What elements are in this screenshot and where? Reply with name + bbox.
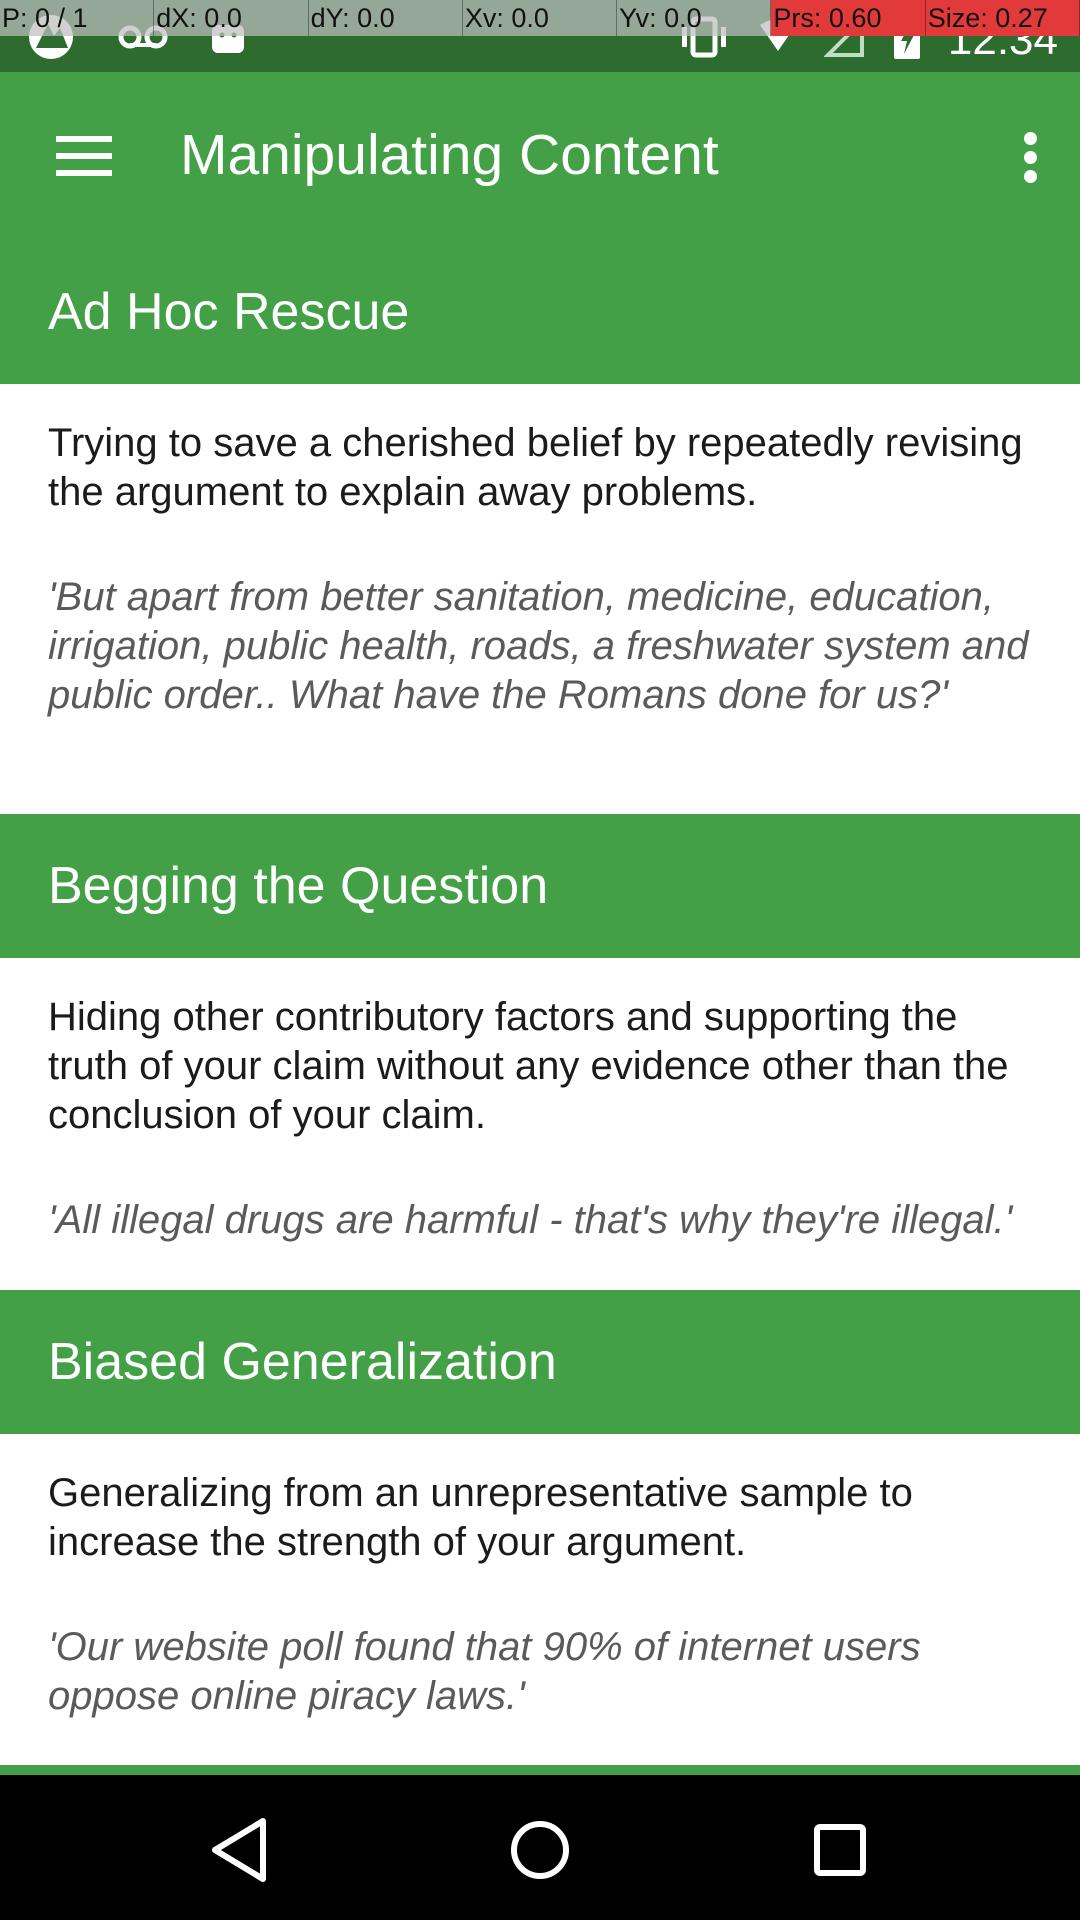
debug-pointer-count: P: 0 / 1 (0, 0, 155, 36)
debug-yv: Yv: 0.0 (617, 0, 772, 36)
fallacy-list[interactable]: Ad Hoc Rescue Trying to save a cherished… (0, 240, 1080, 1775)
debug-pressure: Prs: 0.60 (771, 0, 926, 36)
fallacy-description: Generalizing from an unrepresentative sa… (48, 1471, 913, 1564)
home-circle-icon[interactable] (500, 1815, 580, 1885)
fallacy-title: Ad Hoc Rescue (0, 240, 1080, 384)
fallacy-title: Biased Generalization (0, 1290, 1080, 1434)
navigation-bar (0, 1775, 1080, 1920)
more-vert-icon[interactable] (998, 112, 1062, 200)
fallacy-card[interactable]: Ad Hoc Rescue Trying to save a cherished… (0, 240, 1080, 814)
fallacy-example: 'But apart from better sanitation, medic… (48, 575, 1029, 717)
page-title: Manipulating Content (180, 123, 719, 187)
fallacy-title-text: Begging the Question (48, 857, 549, 915)
debug-xv: Xv: 0.0 (463, 0, 618, 36)
fallacy-example: 'Our website poll found that 90% of inte… (48, 1625, 921, 1718)
status-bar: 12:34 P: 0 / 1 dX: 0.0 dY: 0.0 Xv: 0.0 Y… (0, 0, 1080, 72)
fallacy-title-text: Ad Hoc Rescue (48, 283, 410, 341)
hamburger-menu-icon[interactable] (40, 116, 126, 196)
signal-icon (823, 16, 866, 62)
app-bar: Manipulating Content (0, 72, 1080, 240)
fallacy-description: Trying to save a cherished belief by rep… (48, 421, 1023, 514)
back-triangle-icon[interactable] (201, 1815, 281, 1885)
debug-dy: dY: 0.0 (309, 0, 463, 36)
pointer-location-overlay: P: 0 / 1 dX: 0.0 dY: 0.0 Xv: 0.0 Yv: 0.0… (0, 0, 1080, 36)
debug-dx: dX: 0.0 (154, 0, 309, 36)
fallacy-card[interactable]: Biased Generalization Generalizing from … (0, 1290, 1080, 1765)
next-fallacy-header (0, 1765, 1080, 1775)
fallacy-description: Hiding other contributory factors and su… (48, 995, 1009, 1137)
fallacy-title: Begging the Question (0, 814, 1080, 958)
recents-square-icon[interactable] (800, 1815, 880, 1885)
fallacy-card[interactable]: Begging the Question Hiding other contri… (0, 814, 1080, 1290)
fallacy-title-text: Biased Generalization (48, 1333, 557, 1391)
debug-size: Size: 0.27 (925, 0, 1080, 36)
fallacy-example: 'All illegal drugs are harmful - that's … (48, 1198, 1013, 1242)
